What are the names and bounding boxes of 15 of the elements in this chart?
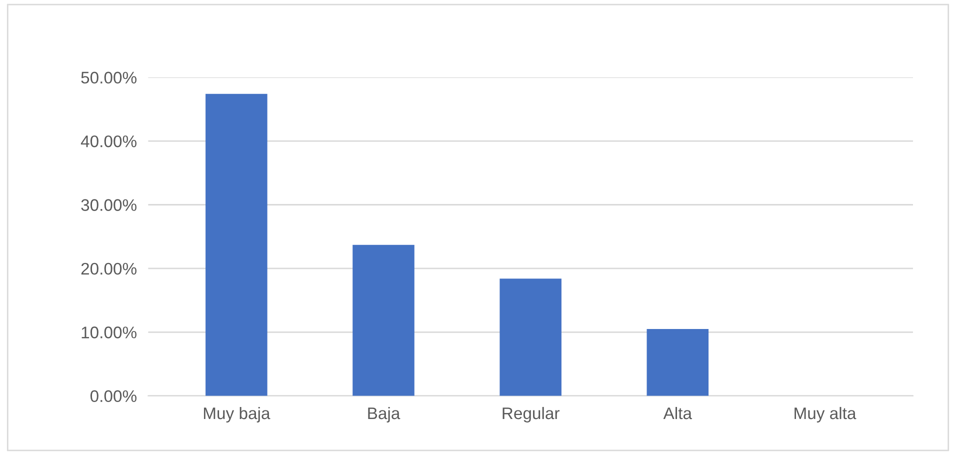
bar: [206, 94, 268, 396]
x-tick-label: Regular: [502, 406, 560, 422]
x-tick-label: Alta: [663, 406, 692, 420]
y-tick-label: 30.00%: [81, 199, 136, 211]
x-tick-label: Baja: [368, 406, 400, 422]
y-tick-label: 10.00%: [82, 326, 136, 338]
y-tick-label: 50.00%: [81, 72, 136, 84]
x-tick-label: Muy baja: [204, 406, 270, 422]
y-tick-label: 0.00%: [90, 390, 136, 402]
bar: [500, 278, 562, 396]
y-tick-label: 20.00%: [81, 262, 136, 275]
bar: [646, 328, 709, 396]
x-tick-label: Muy alta: [794, 406, 856, 422]
y-tick-label: 40.00%: [80, 135, 136, 148]
bar: [352, 244, 414, 396]
